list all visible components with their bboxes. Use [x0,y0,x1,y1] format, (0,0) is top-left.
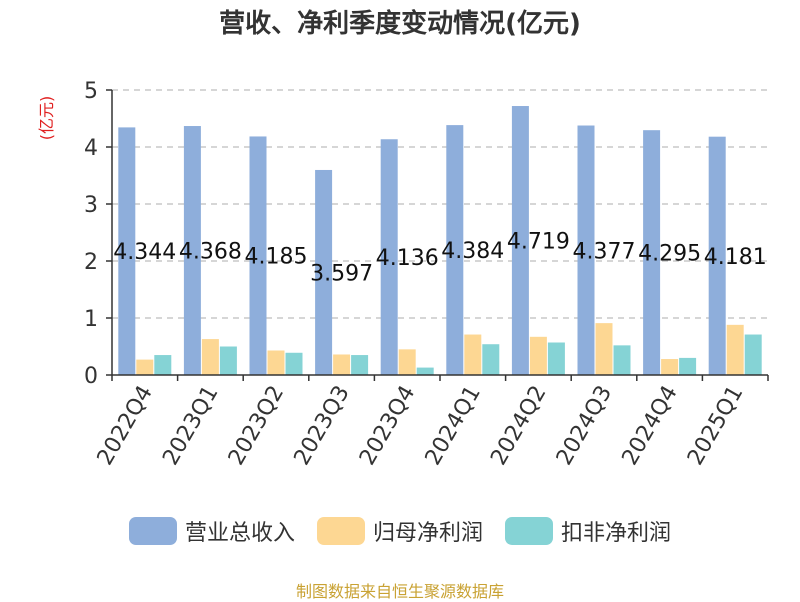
bar-deducted-profit [351,355,369,375]
value-label: 4.384 [441,239,504,264]
bar-deducted-profit [679,357,697,375]
value-label: 4.295 [638,242,701,267]
bar-deducted-profit [744,334,762,375]
x-tick-label: 2023Q4 [355,382,420,470]
bar-net-profit [398,349,416,375]
x-tick-label: 2024Q2 [486,382,551,470]
y-tick-label: 0 [84,364,98,389]
value-label: 4.377 [573,239,636,264]
bar-revenue [183,126,201,375]
bar-revenue [380,139,398,375]
bar-revenue [643,130,661,375]
legend-item-revenue[interactable]: 营业总收入 [128,515,295,547]
bar-deducted-profit [482,344,500,375]
bar-deducted-profit [547,342,565,375]
y-tick-label: 2 [84,250,98,275]
bar-net-profit [661,359,679,375]
bar-revenue [446,125,464,375]
bar-revenue [577,125,595,375]
bar-net-profit [529,336,547,375]
legend-label-deducted-profit: 扣非净利润 [561,521,672,546]
bar-revenue [511,106,529,375]
legend-swatch-deducted-profit [505,517,553,545]
bar-deducted-profit [154,355,172,375]
value-label: 4.368 [179,240,242,265]
x-tick-label: 2022Q4 [93,382,158,470]
x-tick-label: 2024Q4 [617,382,682,470]
x-tick-label: 2023Q3 [289,382,354,470]
bars [118,106,762,375]
bar-revenue [708,136,726,375]
bar-net-profit [726,324,744,375]
x-tick-label: 2024Q3 [552,382,617,470]
y-tick-label: 1 [84,307,98,332]
legend-swatch-revenue [128,517,177,545]
y-tick-label: 5 [84,79,98,104]
bar-net-profit [136,359,154,375]
value-label: 4.719 [507,230,570,255]
x-tick-label: 2025Q1 [683,382,748,470]
x-tick-label: 2023Q2 [224,382,289,470]
legend-label-net-profit: 归母净利润 [372,521,483,546]
value-label: 3.597 [310,261,373,286]
value-label: 4.181 [704,245,767,270]
bar-revenue [315,169,333,375]
bar-deducted-profit [416,367,434,375]
data-source-note: 制图数据来自恒生聚源数据库 [295,582,504,601]
legend-item-net-profit[interactable]: 归母净利润 [316,515,483,547]
legend-label-revenue: 营业总收入 [184,521,295,546]
y-axis-label: (亿元) [37,96,56,141]
bar-net-profit [595,323,613,375]
chart-title: 营收、净利季度变动情况(亿元) [219,8,581,39]
bar-deducted-profit [285,352,303,375]
legend: 营业总收入 归母净利润 扣非净利润 [0,515,800,547]
bar-net-profit [464,334,482,375]
bar-net-profit [333,354,351,375]
bar-revenue [249,136,267,375]
bar-net-profit [267,350,285,375]
value-label: 4.136 [376,246,439,271]
bar-deducted-profit [219,346,237,375]
x-tick-label: 2023Q1 [158,382,223,470]
legend-item-deducted-profit[interactable]: 扣非净利润 [505,515,671,547]
legend-swatch-net-profit [316,517,365,545]
y-tick-label: 3 [84,193,98,218]
bar-deducted-profit [613,345,631,375]
value-label: 4.185 [245,245,308,270]
grid [112,89,768,319]
y-tick-label: 4 [84,136,98,161]
x-tick-label: 2024Q1 [421,382,486,470]
bar-revenue [118,127,136,375]
value-label: 4.344 [113,240,176,265]
bar-net-profit [201,339,219,375]
